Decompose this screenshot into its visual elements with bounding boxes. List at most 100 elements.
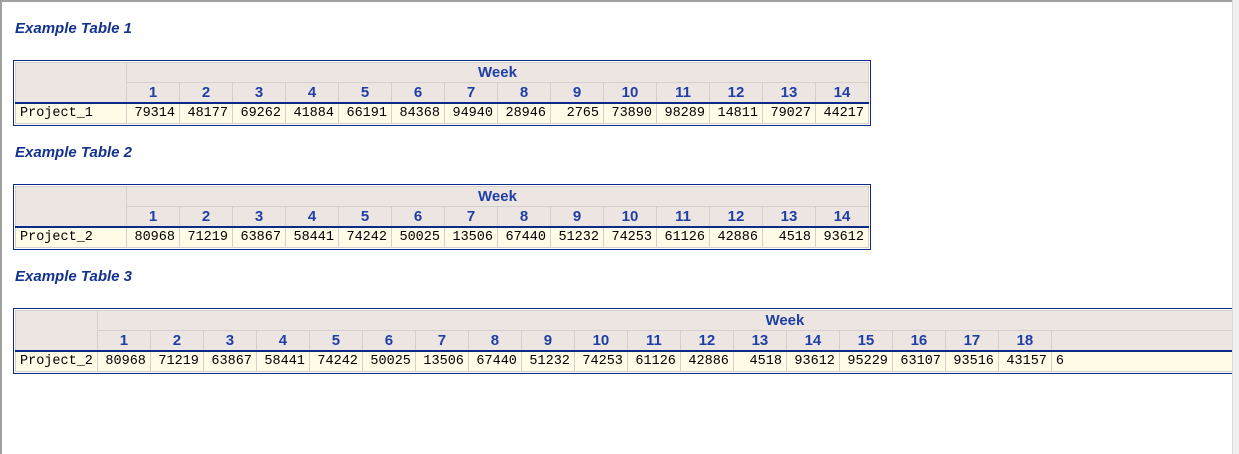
value-cell: 2765	[550, 102, 604, 124]
week-header: 10	[603, 82, 657, 104]
spanner-header: Week	[96, 310, 1232, 331]
week-header: 3	[232, 206, 286, 228]
week-header: 11	[656, 82, 710, 104]
corner-cell	[15, 62, 127, 104]
value-cell: 4518	[732, 350, 787, 372]
value-cell: 71219	[179, 226, 233, 248]
value-cell: 51232	[520, 350, 575, 372]
value-cell: 74242	[308, 350, 363, 372]
value-cell: 95229	[838, 350, 893, 372]
value-cell: 44217	[815, 102, 869, 124]
week-header: 4	[285, 206, 339, 228]
week-header: 5	[338, 82, 392, 104]
value-cell: 74253	[573, 350, 628, 372]
week-header: 16	[891, 330, 946, 352]
week-header: 11	[626, 330, 681, 352]
week-header: 10	[603, 206, 657, 228]
week-header	[1050, 330, 1232, 352]
week-header: 15	[838, 330, 893, 352]
value-cell: 66191	[338, 102, 392, 124]
table-title: Example Table 2	[15, 144, 132, 161]
value-cell: 79027	[762, 102, 816, 124]
vertical-scrollbar[interactable]	[1232, 0, 1239, 454]
week-header: 11	[656, 206, 710, 228]
week-header: 6	[391, 82, 445, 104]
week-header: 5	[338, 206, 392, 228]
table-wrapper: Week 1 2 3 4 5 6 7 8 9 10 11 12 13 14 Project_2 80968 712…	[13, 184, 871, 250]
value-cell: 67440	[467, 350, 522, 372]
value-cell: 63867	[202, 350, 257, 372]
week-header: 3	[202, 330, 257, 352]
week-header: 2	[179, 206, 233, 228]
week-header: 12	[709, 206, 763, 228]
value-cell: 6	[1050, 350, 1232, 372]
week-header: 17	[944, 330, 999, 352]
week-header: 7	[414, 330, 469, 352]
week-header: 8	[497, 206, 551, 228]
table-row: Project_2 80968 71219 63867 58441 74242 50025 1…	[15, 350, 1232, 372]
week-header: 14	[815, 82, 869, 104]
value-cell: 69262	[232, 102, 286, 124]
week-header: 14	[785, 330, 840, 352]
week-header: 4	[285, 82, 339, 104]
table-wrapper: Week 1 2 3 4 5 6 7 8 9 10 11 12 13 14 Project_1 79314 481…	[13, 60, 871, 126]
week-header: 6	[361, 330, 416, 352]
value-cell: 67440	[497, 226, 551, 248]
value-cell: 79314	[126, 102, 180, 124]
week-header: 1	[96, 330, 151, 352]
value-cell: 98289	[656, 102, 710, 124]
value-cell: 93612	[815, 226, 869, 248]
value-cell: 73890	[603, 102, 657, 124]
data-table: Week 1 2 3 4 5 6 7 8 9 10 11 12 13 14 Project_1 79314 481…	[15, 62, 869, 124]
value-cell: 80968	[96, 350, 151, 372]
week-header: 7	[444, 82, 498, 104]
week-header: 12	[709, 82, 763, 104]
week-header: 1	[126, 206, 180, 228]
week-header: 9	[520, 330, 575, 352]
value-cell: 14811	[709, 102, 763, 124]
value-cell: 93612	[785, 350, 840, 372]
week-header: 6	[391, 206, 445, 228]
value-cell: 93516	[944, 350, 999, 372]
table-title: Example Table 1	[15, 20, 132, 37]
week-header: 4	[255, 330, 310, 352]
value-cell: 63867	[232, 226, 286, 248]
data-table: Week 1 2 3 4 5 6 7 8 9 10 11 12 13 14 15 16 17 18 Project_2…	[15, 310, 1232, 372]
week-header: 13	[762, 206, 816, 228]
row-label: Project_2	[15, 350, 98, 372]
week-header: 9	[550, 206, 604, 228]
week-header: 3	[232, 82, 286, 104]
value-cell: 13506	[444, 226, 498, 248]
corner-cell	[15, 310, 98, 352]
week-header: 1	[126, 82, 180, 104]
value-cell: 28946	[497, 102, 551, 124]
value-cell: 42886	[709, 226, 763, 248]
row-label: Project_1	[15, 102, 127, 124]
data-table: Week 1 2 3 4 5 6 7 8 9 10 11 12 13 14 Project_2 80968 712…	[15, 186, 869, 248]
value-cell: 4518	[762, 226, 816, 248]
spanner-header: Week	[126, 186, 869, 207]
value-cell: 74242	[338, 226, 392, 248]
value-cell: 58441	[285, 226, 339, 248]
row-label: Project_2	[15, 226, 127, 248]
week-header: 2	[179, 82, 233, 104]
week-header: 10	[573, 330, 628, 352]
value-cell: 58441	[255, 350, 310, 372]
week-header: 18	[997, 330, 1052, 352]
week-header: 2	[149, 330, 204, 352]
value-cell: 61126	[656, 226, 710, 248]
value-cell: 50025	[361, 350, 416, 372]
value-cell: 74253	[603, 226, 657, 248]
value-cell: 48177	[179, 102, 233, 124]
value-cell: 51232	[550, 226, 604, 248]
table-row: Project_1 79314 48177 69262 41884 66191 84368 9…	[15, 102, 869, 124]
value-cell: 80968	[126, 226, 180, 248]
value-cell: 13506	[414, 350, 469, 372]
value-cell: 43157	[997, 350, 1052, 372]
week-header: 7	[444, 206, 498, 228]
value-cell: 50025	[391, 226, 445, 248]
table-wrapper: Week 1 2 3 4 5 6 7 8 9 10 11 12 13 14 15 16 17 18 Project_2…	[13, 308, 1232, 374]
week-header: 13	[732, 330, 787, 352]
value-cell: 94940	[444, 102, 498, 124]
